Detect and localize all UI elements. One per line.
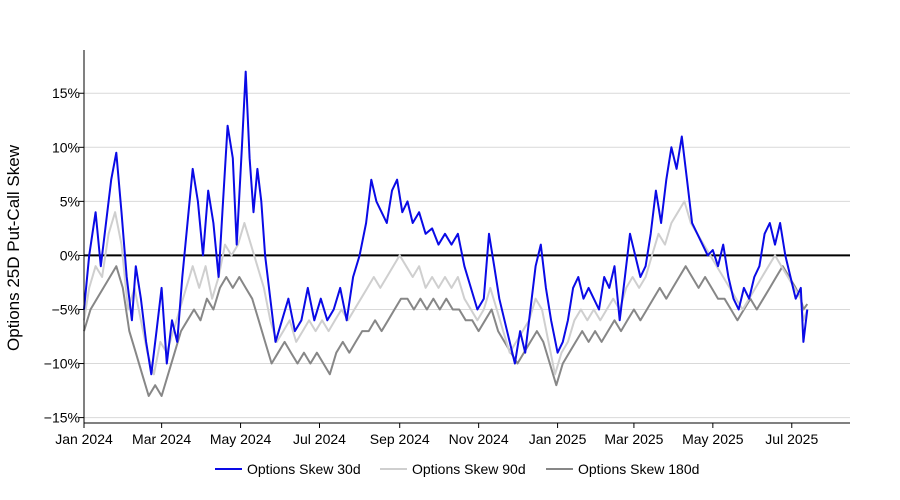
x-tick-label: May 2024	[210, 431, 272, 447]
x-tick-label: Jul 2025	[765, 431, 818, 447]
legend-label: Options Skew 30d	[247, 461, 361, 477]
x-tick-label: Nov 2024	[449, 431, 509, 447]
x-tick-label: May 2025	[682, 431, 744, 447]
y-tick-label: −10%	[44, 356, 80, 372]
grid-lines	[84, 92, 850, 419]
series-line-2	[83, 265, 809, 397]
series-line-0	[83, 70, 809, 376]
x-tick-label: Mar 2024	[132, 431, 191, 447]
y-tick-label: 15%	[52, 85, 80, 101]
x-axis-ticks: Jan 2024 Mar 2024 May 2024 Jul 2024 Sep 2024…	[55, 423, 818, 447]
x-tick-label: Sep 2024	[370, 431, 430, 447]
y-tick-label: 10%	[52, 139, 80, 155]
x-tick-label: Jan 2024	[55, 431, 113, 447]
x-tick-label: Jul 2024	[293, 431, 346, 447]
y-tick-label: 0%	[60, 247, 80, 263]
y-axis-ticks: 15% 10% 5% 0% −5% −10% −15%	[44, 85, 84, 426]
y-axis-title: Options 25D Put-Call Skew	[4, 144, 23, 351]
y-tick-label: −15%	[44, 410, 80, 426]
x-tick-label: Jan 2025	[529, 431, 587, 447]
legend: Options Skew 30d Options Skew 90d Options …	[215, 461, 699, 477]
x-tick-label: Mar 2025	[604, 431, 663, 447]
series-lines	[83, 70, 809, 397]
axes	[83, 50, 850, 424]
y-tick-label: −5%	[52, 301, 80, 317]
legend-label: Options Skew 180d	[578, 461, 699, 477]
y-tick-label: 5%	[60, 193, 80, 209]
legend-label: Options Skew 90d	[412, 461, 526, 477]
